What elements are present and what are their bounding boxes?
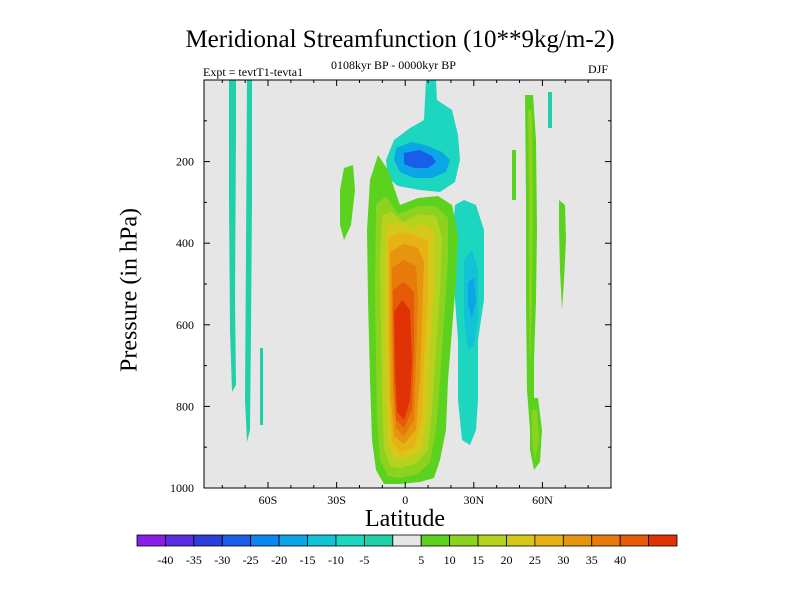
x-axis-label: Latitude — [365, 506, 445, 532]
x-tick-label: 30S — [327, 493, 346, 507]
contour-region — [229, 80, 236, 392]
contour-region — [559, 200, 566, 310]
colorbar-label: 20 — [500, 553, 512, 567]
colorbar-label: -15 — [300, 553, 316, 567]
colorbar-swatch — [648, 534, 678, 547]
colorbar-swatch — [591, 534, 621, 547]
x-tick-label: 60N — [532, 493, 553, 507]
y-tick-label: 600 — [176, 318, 194, 332]
colorbar-swatch — [534, 534, 564, 547]
x-tick-label: 30N — [463, 493, 484, 507]
colorbar-swatch — [278, 534, 308, 547]
y-tick-label: 200 — [176, 155, 194, 169]
contour-region — [528, 110, 533, 380]
colorbar-label: 15 — [472, 553, 484, 567]
colorbar-swatch — [193, 534, 223, 547]
contour-fills — [229, 80, 566, 484]
colorbar-swatch — [392, 534, 422, 547]
colorbar-label: -40 — [157, 553, 173, 567]
left-subtitle: Expt = tevtT1-tevta1 — [203, 65, 304, 79]
right-subtitle: DJF — [588, 62, 609, 76]
colorbar-label: -35 — [186, 553, 202, 567]
colorbar-swatch — [619, 534, 649, 547]
colorbar-label: -5 — [359, 553, 369, 567]
colorbar-swatch — [363, 534, 394, 547]
x-tick-label: 60S — [259, 493, 278, 507]
colorbar-swatch — [506, 534, 536, 547]
colorbar-swatch — [335, 534, 365, 547]
colorbar-swatch — [165, 534, 195, 547]
y-tick-label: 400 — [176, 236, 194, 250]
contour-region — [468, 278, 476, 318]
colorbar-label: 10 — [444, 553, 456, 567]
colorbar-label: -20 — [271, 553, 287, 567]
colorbar: -40 -35 -30 -25 -20 -15 -10 -5 5 10 15 20 25 30 35 40 — [136, 534, 678, 567]
colorbar-label: -10 — [328, 553, 344, 567]
contour-region — [548, 92, 552, 128]
colorbar-swatch — [420, 534, 451, 547]
y-tick-label: 1000 — [170, 481, 194, 495]
colorbar-swatch — [250, 534, 280, 547]
colorbar-label: 35 — [586, 553, 598, 567]
contour-region — [404, 150, 436, 168]
colorbar-swatch — [307, 534, 337, 547]
colorbar-swatch — [562, 534, 593, 547]
x-axis: 60S 30S 0 30N 60N — [221, 80, 589, 507]
x-tick-label: 0 — [402, 493, 408, 507]
colorbar-label: 5 — [418, 553, 424, 567]
contour-region — [245, 80, 252, 442]
contour-region — [260, 348, 263, 425]
contour-region — [340, 165, 355, 240]
colorbar-label: -25 — [243, 553, 259, 567]
colorbar-swatch — [136, 534, 166, 547]
chart-title: Meridional Streamfunction (10**9kg/m-2) — [185, 26, 615, 53]
y-tick-label: 800 — [176, 399, 194, 413]
contour-region — [532, 410, 539, 460]
colorbar-label: 30 — [557, 553, 569, 567]
y-axis: 200 400 600 800 1000 — [170, 120, 611, 495]
colorbar-swatch — [449, 534, 479, 547]
colorbar-swatch — [477, 534, 507, 547]
contour-region — [512, 150, 516, 200]
center-subtitle: 0108kyr BP - 0000kyr BP — [331, 58, 456, 72]
colorbar-label: 40 — [614, 553, 626, 567]
colorbar-label: -30 — [214, 553, 230, 567]
colorbar-swatch — [221, 534, 252, 547]
colorbar-label: 25 — [529, 553, 541, 567]
contour-region — [394, 300, 412, 420]
